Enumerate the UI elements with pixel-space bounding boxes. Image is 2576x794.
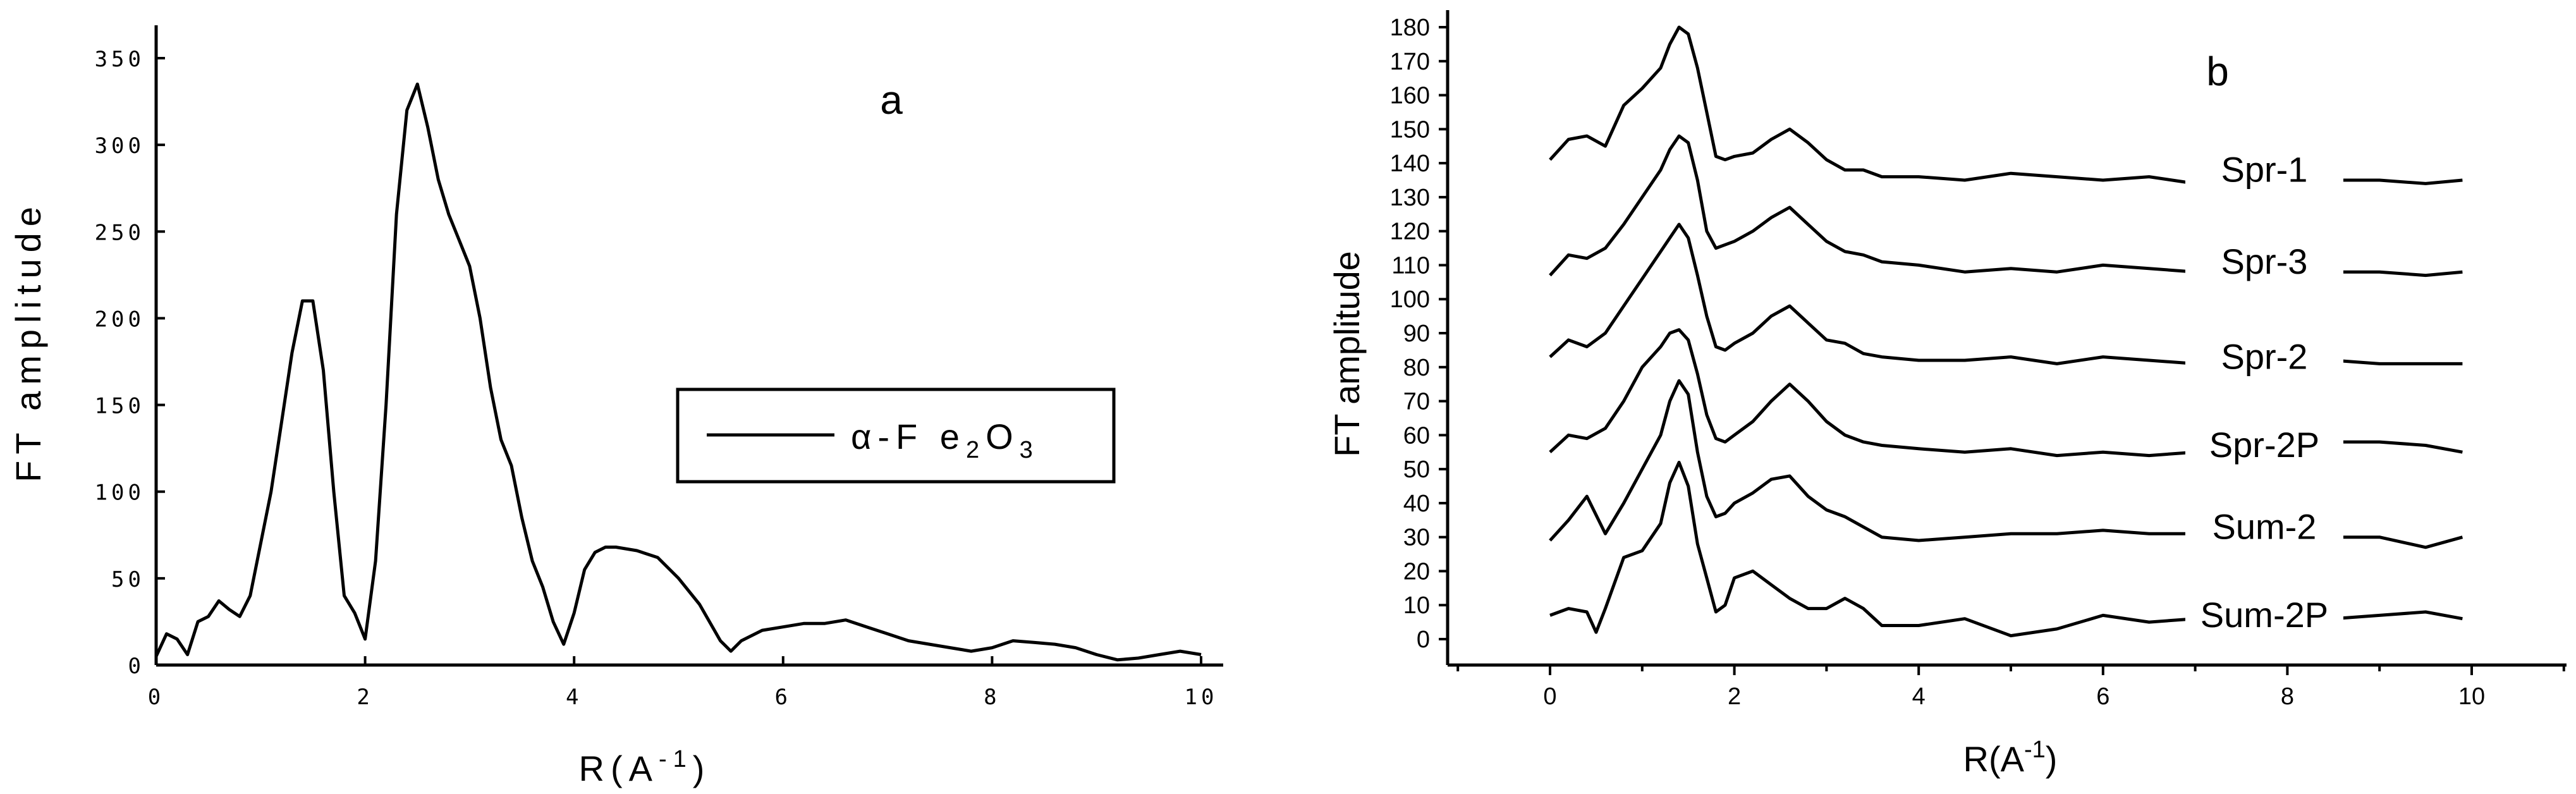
panel-a-y-tick-label: 150 (95, 394, 145, 419)
panel-b-y-tick-label: 160 (1390, 83, 1430, 109)
panel-b-series-label-bg (2185, 508, 2343, 546)
panel-a-letter: a (880, 77, 903, 123)
panel-b-x-axis-label: R(A-1) (1963, 736, 2058, 779)
panel-a-x-axis-label-superscript: -1 (659, 746, 693, 773)
panel-a-y-tick-label: 250 (95, 220, 145, 245)
panel-a-x-tick-label: 10 (1185, 685, 1218, 710)
panel-b-y-tick-label: 170 (1390, 49, 1430, 75)
panel-b-y-tick-label: 90 (1403, 321, 1430, 347)
panel-a-legend-label-mid: O (986, 417, 1020, 456)
panel-b-series-label: Spr-3 (2221, 241, 2307, 281)
panel-b-series-label-bg (2185, 338, 2343, 376)
panel-b-series-labels: Spr-1 Spr-3 Spr-2 Spr-2P Sum-2 Sum-2P (2185, 150, 2343, 635)
panel-a-x-tick-label: 0 (148, 685, 164, 710)
panel-a-series-line--fe2o3 (154, 82, 1202, 662)
panel-b-y-tick-label: 0 (1417, 626, 1430, 653)
panel-b-y-tick-label: 180 (1390, 15, 1430, 41)
panel-a-x-tick-label: 6 (775, 685, 791, 710)
panel-b-y-tick-label: 80 (1403, 355, 1430, 381)
panel-b-y-axis-label: FT amplitude (1327, 251, 1367, 457)
panel-a-y-tick-label: 200 (95, 307, 145, 332)
panel-b-y-tick-label: 10 (1403, 592, 1430, 619)
panel-b-series-label: Spr-2P (2209, 425, 2319, 465)
panel-b-x-tick-label: 10 (2458, 683, 2485, 710)
panel-b-series-label: Spr-2 (2221, 336, 2307, 376)
panel-a: 0 2 4 6 8 10 0 50 100 150 200 250 300 350 a R(A-1) F… (8, 25, 1223, 788)
panel-a-x-ticks: 0 2 4 6 8 10 (148, 656, 1218, 710)
panel-a-legend-label-sub1: 2 (966, 437, 986, 463)
panel-b-x-axis-label-main: R(A (1963, 739, 2025, 779)
panel-b-series-label: Spr-1 (2221, 150, 2307, 190)
panel-b-series-label-bg (2185, 597, 2343, 634)
panel-a-x-axis-label: R(A-1) (579, 746, 711, 788)
panel-b-series-label-bg (2185, 243, 2343, 280)
panel-b-y-tick-label: 40 (1403, 491, 1430, 517)
panel-b-series-label: Sum-2P (2201, 595, 2328, 635)
panel-b-y-tick-label: 70 (1403, 389, 1430, 415)
panel-b-x-tick-label: 4 (1912, 683, 1926, 710)
panel-b-y-tick-label: 20 (1403, 558, 1430, 585)
panel-b-series-label: Sum-2 (2212, 506, 2316, 546)
panel-a-x-axis-label-main: R(A (579, 748, 659, 788)
panel-b-y-tick-label: 100 (1390, 286, 1430, 313)
panel-b-series-label-bg (2185, 427, 2343, 464)
panel-b-y-tick-label: 150 (1390, 116, 1430, 143)
panel-b: 0 2 4 6 8 10 0 10 20 30 40 50 60 70 80 90 100 110 120 130 1… (1327, 10, 2567, 779)
panel-a-series (154, 82, 1202, 662)
panel-b-x-tick-label: 8 (2281, 683, 2294, 710)
panel-b-y-tick-label: 30 (1403, 525, 1430, 551)
panel-a-y-tick-label: 100 (95, 480, 145, 506)
panel-a-x-tick-label: 8 (984, 685, 1000, 710)
panel-a-y-axis-label: FT amplitude (8, 200, 48, 482)
panel-b-letter: b (2206, 49, 2229, 94)
panel-b-y-tick-label: 140 (1390, 150, 1430, 177)
panel-a-y-tick-label: 350 (95, 47, 145, 72)
panel-a-legend: α-F e2O3 (676, 388, 1116, 484)
panel-b-y-tick-label: 110 (1391, 252, 1430, 279)
panel-a-legend-box (676, 388, 1116, 484)
panel-b-y-tick-label: 50 (1403, 456, 1430, 483)
panel-b-y-tick-label: 130 (1390, 185, 1430, 211)
panel-a-legend-label: α-F e2O3 (851, 417, 1039, 463)
panel-b-x-tick-label: 0 (1543, 683, 1556, 710)
panel-a-y-tick-label: 50 (111, 567, 145, 592)
panel-b-x-tick-label: 2 (1728, 683, 1741, 710)
panel-a-x-tick-label: 2 (357, 685, 373, 710)
panel-b-y-tick-label: 120 (1390, 219, 1430, 245)
panel-b-x-axis-label-superscript: -1 (2024, 736, 2046, 763)
panel-b-y-ticks: 0 10 20 30 40 50 60 70 80 90 100 110 120 130 140 150 160… (1390, 15, 1448, 653)
panel-a-y-tick-label: 300 (95, 133, 145, 159)
panel-a-legend-label-sub2: 3 (1020, 437, 1039, 463)
panel-b-y-tick-label: 60 (1403, 422, 1430, 449)
panel-a-y-tick-label: 0 (128, 654, 145, 679)
panel-b-series-label-bg (2185, 151, 2343, 188)
panel-a-x-tick-label: 4 (566, 685, 582, 710)
panel-a-y-ticks: 0 50 100 150 200 250 300 350 (95, 47, 165, 679)
panel-a-x-axis-label-end: ) (693, 748, 711, 788)
panel-b-x-ticks: 0 2 4 6 8 10 (1456, 665, 2565, 710)
panel-b-x-axis-label-end: ) (2046, 739, 2058, 779)
panel-a-legend-label-main: α-F e (851, 417, 966, 456)
panel-b-x-tick-label: 6 (2096, 683, 2109, 710)
